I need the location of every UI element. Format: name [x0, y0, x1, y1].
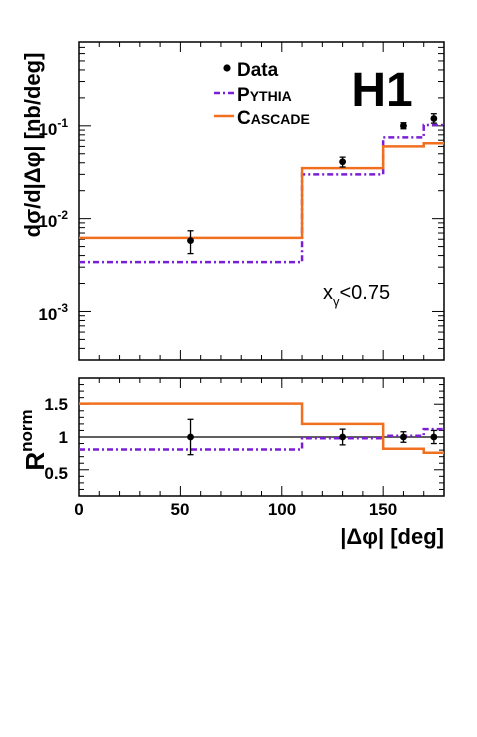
- lower-cascade-histogram: [79, 402, 444, 454]
- data-point: [430, 115, 438, 122]
- x-tick-labels: 0 50 100 150: [74, 500, 397, 519]
- lower-panel: 0.5 1 1.5 0 50 100 150 Rnorm |Δφ| [deg]: [17, 377, 445, 549]
- legend: Data PYTHIA CASCADE: [214, 60, 310, 129]
- x-tick-label-0: 0: [74, 500, 83, 519]
- lower-y-tick-labels: 0.5 1 1.5: [44, 395, 68, 483]
- experiment-label: H1: [351, 64, 412, 117]
- data-point: [339, 433, 347, 441]
- lower-pythia-histogram: [79, 427, 444, 451]
- lower-y-axis-title: Rnorm: [17, 409, 50, 470]
- upper-y-axis-title: dσ/d|Δφ| [nb/deg]: [20, 53, 45, 238]
- legend-pythia-label: PYTHIA: [237, 85, 292, 106]
- upper-ticks: [78, 41, 445, 361]
- data-point: [400, 433, 407, 441]
- legend-data-label: Data: [237, 60, 279, 81]
- lower-data-points: [187, 418, 438, 456]
- data-point: [187, 433, 194, 441]
- upper-y-tick-labels: 10-3 10-2 10-1: [38, 116, 68, 324]
- upper-cascade-histogram: [79, 141, 444, 240]
- data-point: [187, 237, 194, 245]
- legend-cascade-label: CASCADE: [237, 108, 310, 129]
- data-point: [339, 158, 347, 166]
- x-axis-title: |Δφ| [deg]: [340, 524, 444, 549]
- y-tick-label-1e-1: 10-1: [38, 116, 68, 139]
- upper-panel: 10-3 10-2 10-1 dσ/d|Δφ| [nb/deg] H1 xγ<0…: [20, 41, 445, 361]
- data-point: [400, 122, 407, 130]
- data-point: [430, 433, 438, 441]
- upper-data-points: [187, 113, 438, 255]
- y-tick-label-1e-2: 10-2: [38, 208, 68, 231]
- y-tick-label-1: 1: [59, 428, 68, 447]
- lower-histograms: [79, 402, 444, 454]
- y-tick-label-1e-3: 10-3: [38, 301, 68, 324]
- upper-histograms: [79, 123, 444, 264]
- y-tick-label-0.5: 0.5: [44, 464, 68, 483]
- x-tick-label-100: 100: [268, 500, 296, 519]
- kinematic-cut-annotation: xγ<0.75: [323, 282, 390, 309]
- x-tick-label-150: 150: [369, 500, 397, 519]
- y-tick-label-1.5: 1.5: [44, 395, 68, 414]
- x-tick-label-50: 50: [171, 500, 190, 519]
- legend-data-marker: [223, 64, 231, 72]
